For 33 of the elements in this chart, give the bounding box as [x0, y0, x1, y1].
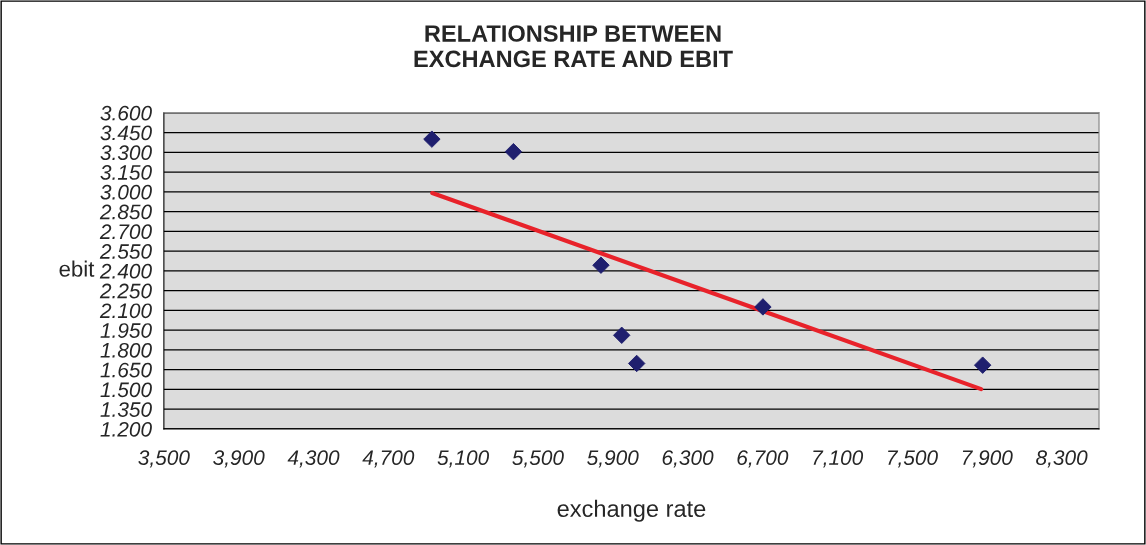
y-tick-label: 3.150 — [100, 165, 152, 180]
y-tick-label: 2.700 — [99, 224, 152, 240]
y-tick-label: 1.650 — [100, 362, 152, 378]
x-tick-label: 5,500 — [512, 450, 564, 468]
x-tick-label: 5,900 — [587, 450, 639, 468]
x-tick-label: 3,500 — [138, 450, 190, 468]
y-tick-label: 1.950 — [100, 323, 152, 338]
x-tick-label: 7,900 — [962, 450, 1013, 468]
y-tick-label: 1.800 — [100, 342, 152, 358]
y-tick-label: 2.400 — [99, 263, 152, 279]
y-tick-label: 1.500 — [100, 382, 152, 398]
x-tick-label: 3,900 — [213, 450, 265, 468]
y-tick-label: 1.200 — [100, 421, 152, 437]
x-tick-label: 7,500 — [888, 450, 938, 468]
y-tick-label: 1.350 — [100, 402, 152, 417]
x-axis-title: exchange rate — [557, 499, 706, 522]
y-tick-label: 3.300 — [100, 145, 152, 161]
y-tick-label: 2.550 — [99, 244, 152, 259]
x-tick-label: 5,100 — [437, 450, 490, 468]
x-tick-label: 4,700 — [362, 450, 415, 468]
y-tick-label: 2.100 — [99, 303, 152, 319]
y-tick-label: 3.450 — [100, 125, 152, 141]
y-tick-label: 3.000 — [100, 184, 152, 200]
x-tick-label: 7,100 — [813, 450, 864, 468]
x-tick-label: 8,300 — [1036, 450, 1088, 468]
chart-title: RELATIONSHIP BETWEEN EXCHANGE RATE AND EBIT — [414, 25, 733, 68]
x-tick-label: 6,300 — [662, 450, 714, 468]
y-tick-label: 2.850 — [99, 204, 152, 220]
y-axis-title: ebit — [59, 260, 95, 277]
y-tick-label: 2.250 — [99, 283, 152, 299]
x-tick-label: 6,700 — [737, 450, 789, 468]
y-tick-label: 3.600 — [100, 105, 152, 121]
x-tick-label: 4,300 — [287, 450, 340, 468]
